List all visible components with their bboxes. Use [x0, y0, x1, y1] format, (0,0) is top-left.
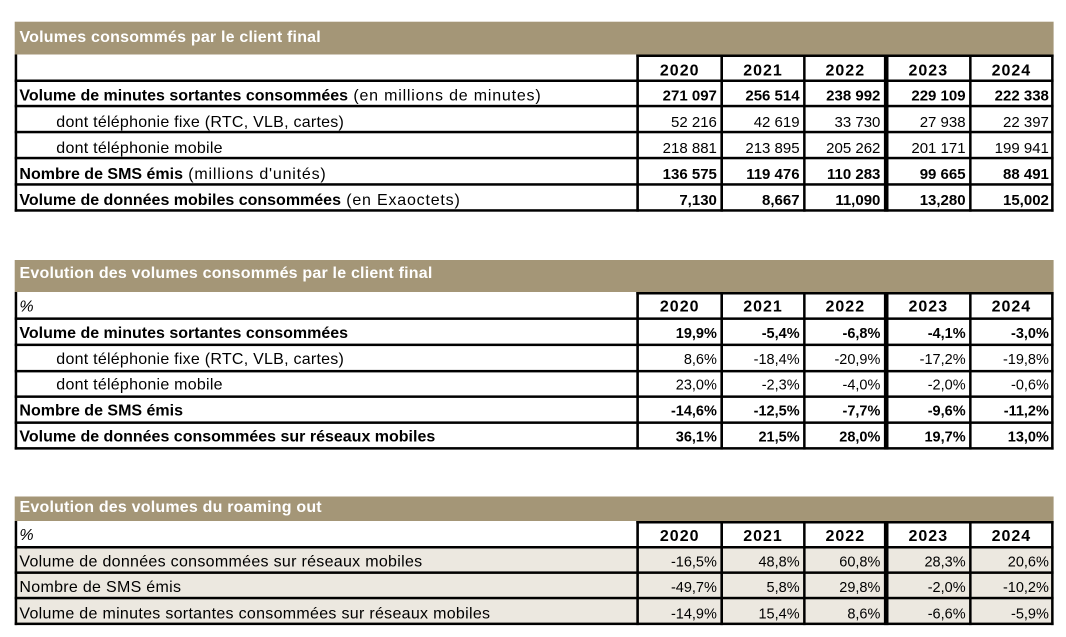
svg-text:-3,0%: -3,0%	[1011, 326, 1049, 342]
svg-text:33 730: 33 730	[835, 114, 881, 131]
svg-text:Evolution des volumes du roami: Evolution des volumes du roaming out	[20, 499, 323, 516]
svg-text:-2,0%: -2,0%	[928, 580, 966, 596]
svg-text:Volume de minutes sortantes co: Volume de minutes sortantes consommées s…	[19, 606, 490, 623]
svg-text:Volume de données mobiles cons: Volume de données mobiles consommées (en…	[19, 192, 460, 209]
svg-text:-5,9%: -5,9%	[1011, 607, 1049, 623]
svg-text:2020: 2020	[660, 62, 700, 79]
svg-text:23,0%: 23,0%	[676, 378, 717, 394]
svg-text:229 109: 229 109	[911, 88, 965, 105]
svg-text:-6,8%: -6,8%	[843, 326, 881, 342]
svg-text:2022: 2022	[826, 528, 866, 545]
svg-text:256 514: 256 514	[745, 88, 800, 105]
svg-text:36,1%: 36,1%	[676, 430, 717, 446]
svg-text:2021: 2021	[743, 62, 783, 79]
svg-text:271 097: 271 097	[663, 88, 717, 105]
svg-text:11,090: 11,090	[835, 192, 880, 209]
svg-text:5,8%: 5,8%	[767, 580, 800, 596]
svg-text:2022: 2022	[826, 299, 866, 316]
svg-text:-17,2%: -17,2%	[920, 352, 966, 368]
svg-text:-18,4%: -18,4%	[754, 352, 800, 368]
svg-text:13,0%: 13,0%	[1008, 430, 1049, 446]
svg-text:-5,4%: -5,4%	[762, 326, 800, 342]
svg-text:99 665: 99 665	[920, 166, 966, 183]
svg-text:-16,5%: -16,5%	[671, 554, 717, 570]
svg-text:52 216: 52 216	[671, 114, 717, 131]
svg-text:Volume de données consommées s: Volume de données consommées sur réseaux…	[19, 553, 422, 570]
svg-text:2024: 2024	[992, 528, 1032, 545]
svg-text:22 397: 22 397	[1003, 114, 1049, 131]
svg-text:dont téléphonie fixe (RTC, VLB: dont téléphonie fixe (RTC, VLB, cartes)	[56, 114, 344, 131]
svg-text:19,7%: 19,7%	[924, 430, 965, 446]
svg-text:-20,9%: -20,9%	[834, 352, 880, 368]
svg-text:-14,6%: -14,6%	[671, 404, 717, 420]
svg-text:2023: 2023	[909, 62, 949, 79]
svg-text:13,280: 13,280	[920, 192, 966, 209]
svg-text:-9,6%: -9,6%	[928, 404, 966, 420]
svg-text:8,6%: 8,6%	[684, 352, 717, 368]
svg-text:-4,1%: -4,1%	[928, 326, 966, 342]
svg-text:2020: 2020	[660, 299, 700, 316]
svg-text:238 992: 238 992	[826, 88, 880, 105]
svg-text:88 491: 88 491	[1003, 166, 1049, 183]
svg-text:218 881: 218 881	[663, 140, 717, 157]
svg-text:Volume de minutes sortantes co: Volume de minutes sortantes consommées (…	[19, 88, 541, 105]
svg-text:27 938: 27 938	[920, 114, 966, 131]
svg-text:-10,2%: -10,2%	[1003, 580, 1049, 596]
svg-text:Volumes consommés par le clien: Volumes consommés par le client final	[20, 29, 321, 46]
svg-text:2021: 2021	[743, 299, 783, 316]
svg-text:Nombre de SMS émis: Nombre de SMS émis	[19, 579, 181, 596]
svg-text:Nombre de SMS émis (millions d: Nombre de SMS émis (millions d'unités)	[19, 166, 326, 183]
svg-text:dont téléphonie mobile: dont téléphonie mobile	[56, 140, 223, 157]
svg-text:%: %	[19, 299, 33, 316]
svg-text:42 619: 42 619	[754, 114, 800, 131]
svg-text:205 262: 205 262	[826, 140, 880, 157]
svg-text:dont téléphonie mobile: dont téléphonie mobile	[56, 377, 223, 394]
svg-text:136 575: 136 575	[663, 166, 717, 183]
svg-text:-7,7%: -7,7%	[843, 404, 881, 420]
svg-text:19,9%: 19,9%	[676, 326, 717, 342]
svg-text:-49,7%: -49,7%	[671, 580, 717, 596]
svg-text:-19,8%: -19,8%	[1003, 352, 1049, 368]
svg-text:8,6%: 8,6%	[847, 607, 880, 623]
svg-text:199 941: 199 941	[995, 140, 1049, 157]
svg-text:2023: 2023	[909, 299, 949, 316]
svg-text:201 171: 201 171	[911, 140, 965, 157]
svg-text:21,5%: 21,5%	[758, 430, 799, 446]
svg-text:-2,0%: -2,0%	[928, 378, 966, 394]
svg-text:-12,5%: -12,5%	[754, 404, 800, 420]
svg-text:28,0%: 28,0%	[839, 430, 880, 446]
svg-text:2024: 2024	[992, 299, 1032, 316]
svg-text:Evolution des volumes consommé: Evolution des volumes consommés par le c…	[20, 265, 433, 282]
svg-text:-4,0%: -4,0%	[843, 378, 881, 394]
svg-text:222 338: 222 338	[995, 88, 1049, 105]
svg-text:15,4%: 15,4%	[758, 607, 799, 623]
svg-text:110 283: 110 283	[827, 166, 880, 183]
svg-text:48,8%: 48,8%	[758, 554, 799, 570]
svg-text:20,6%: 20,6%	[1008, 554, 1049, 570]
svg-text:29,8%: 29,8%	[839, 580, 880, 596]
svg-text:-14,9%: -14,9%	[671, 607, 717, 623]
svg-text:-6,6%: -6,6%	[928, 607, 966, 623]
svg-text:7,130: 7,130	[679, 192, 717, 209]
svg-text:dont téléphonie fixe (RTC, VLB: dont téléphonie fixe (RTC, VLB, cartes)	[56, 351, 344, 368]
svg-text:-2,3%: -2,3%	[762, 378, 800, 394]
svg-text:28,3%: 28,3%	[924, 554, 965, 570]
svg-text:2020: 2020	[660, 528, 700, 545]
svg-text:-11,2%: -11,2%	[1004, 404, 1049, 420]
svg-text:Volume de données consommées s: Volume de données consommées sur réseaux…	[19, 429, 435, 446]
svg-text:2022: 2022	[826, 62, 866, 79]
svg-text:2024: 2024	[992, 62, 1032, 79]
svg-text:15,002: 15,002	[1003, 192, 1049, 209]
svg-text:213 895: 213 895	[745, 140, 799, 157]
svg-text:%: %	[19, 527, 33, 544]
svg-text:Volume de minutes sortantes co: Volume de minutes sortantes consommées	[19, 325, 348, 342]
svg-text:8,667: 8,667	[762, 192, 800, 209]
svg-text:119 476: 119 476	[746, 166, 799, 183]
svg-text:2023: 2023	[909, 528, 949, 545]
svg-text:-0,6%: -0,6%	[1011, 378, 1049, 394]
svg-text:2021: 2021	[743, 528, 783, 545]
svg-text:Nombre de SMS émis: Nombre de SMS émis	[19, 403, 183, 420]
svg-text:60,8%: 60,8%	[839, 554, 880, 570]
